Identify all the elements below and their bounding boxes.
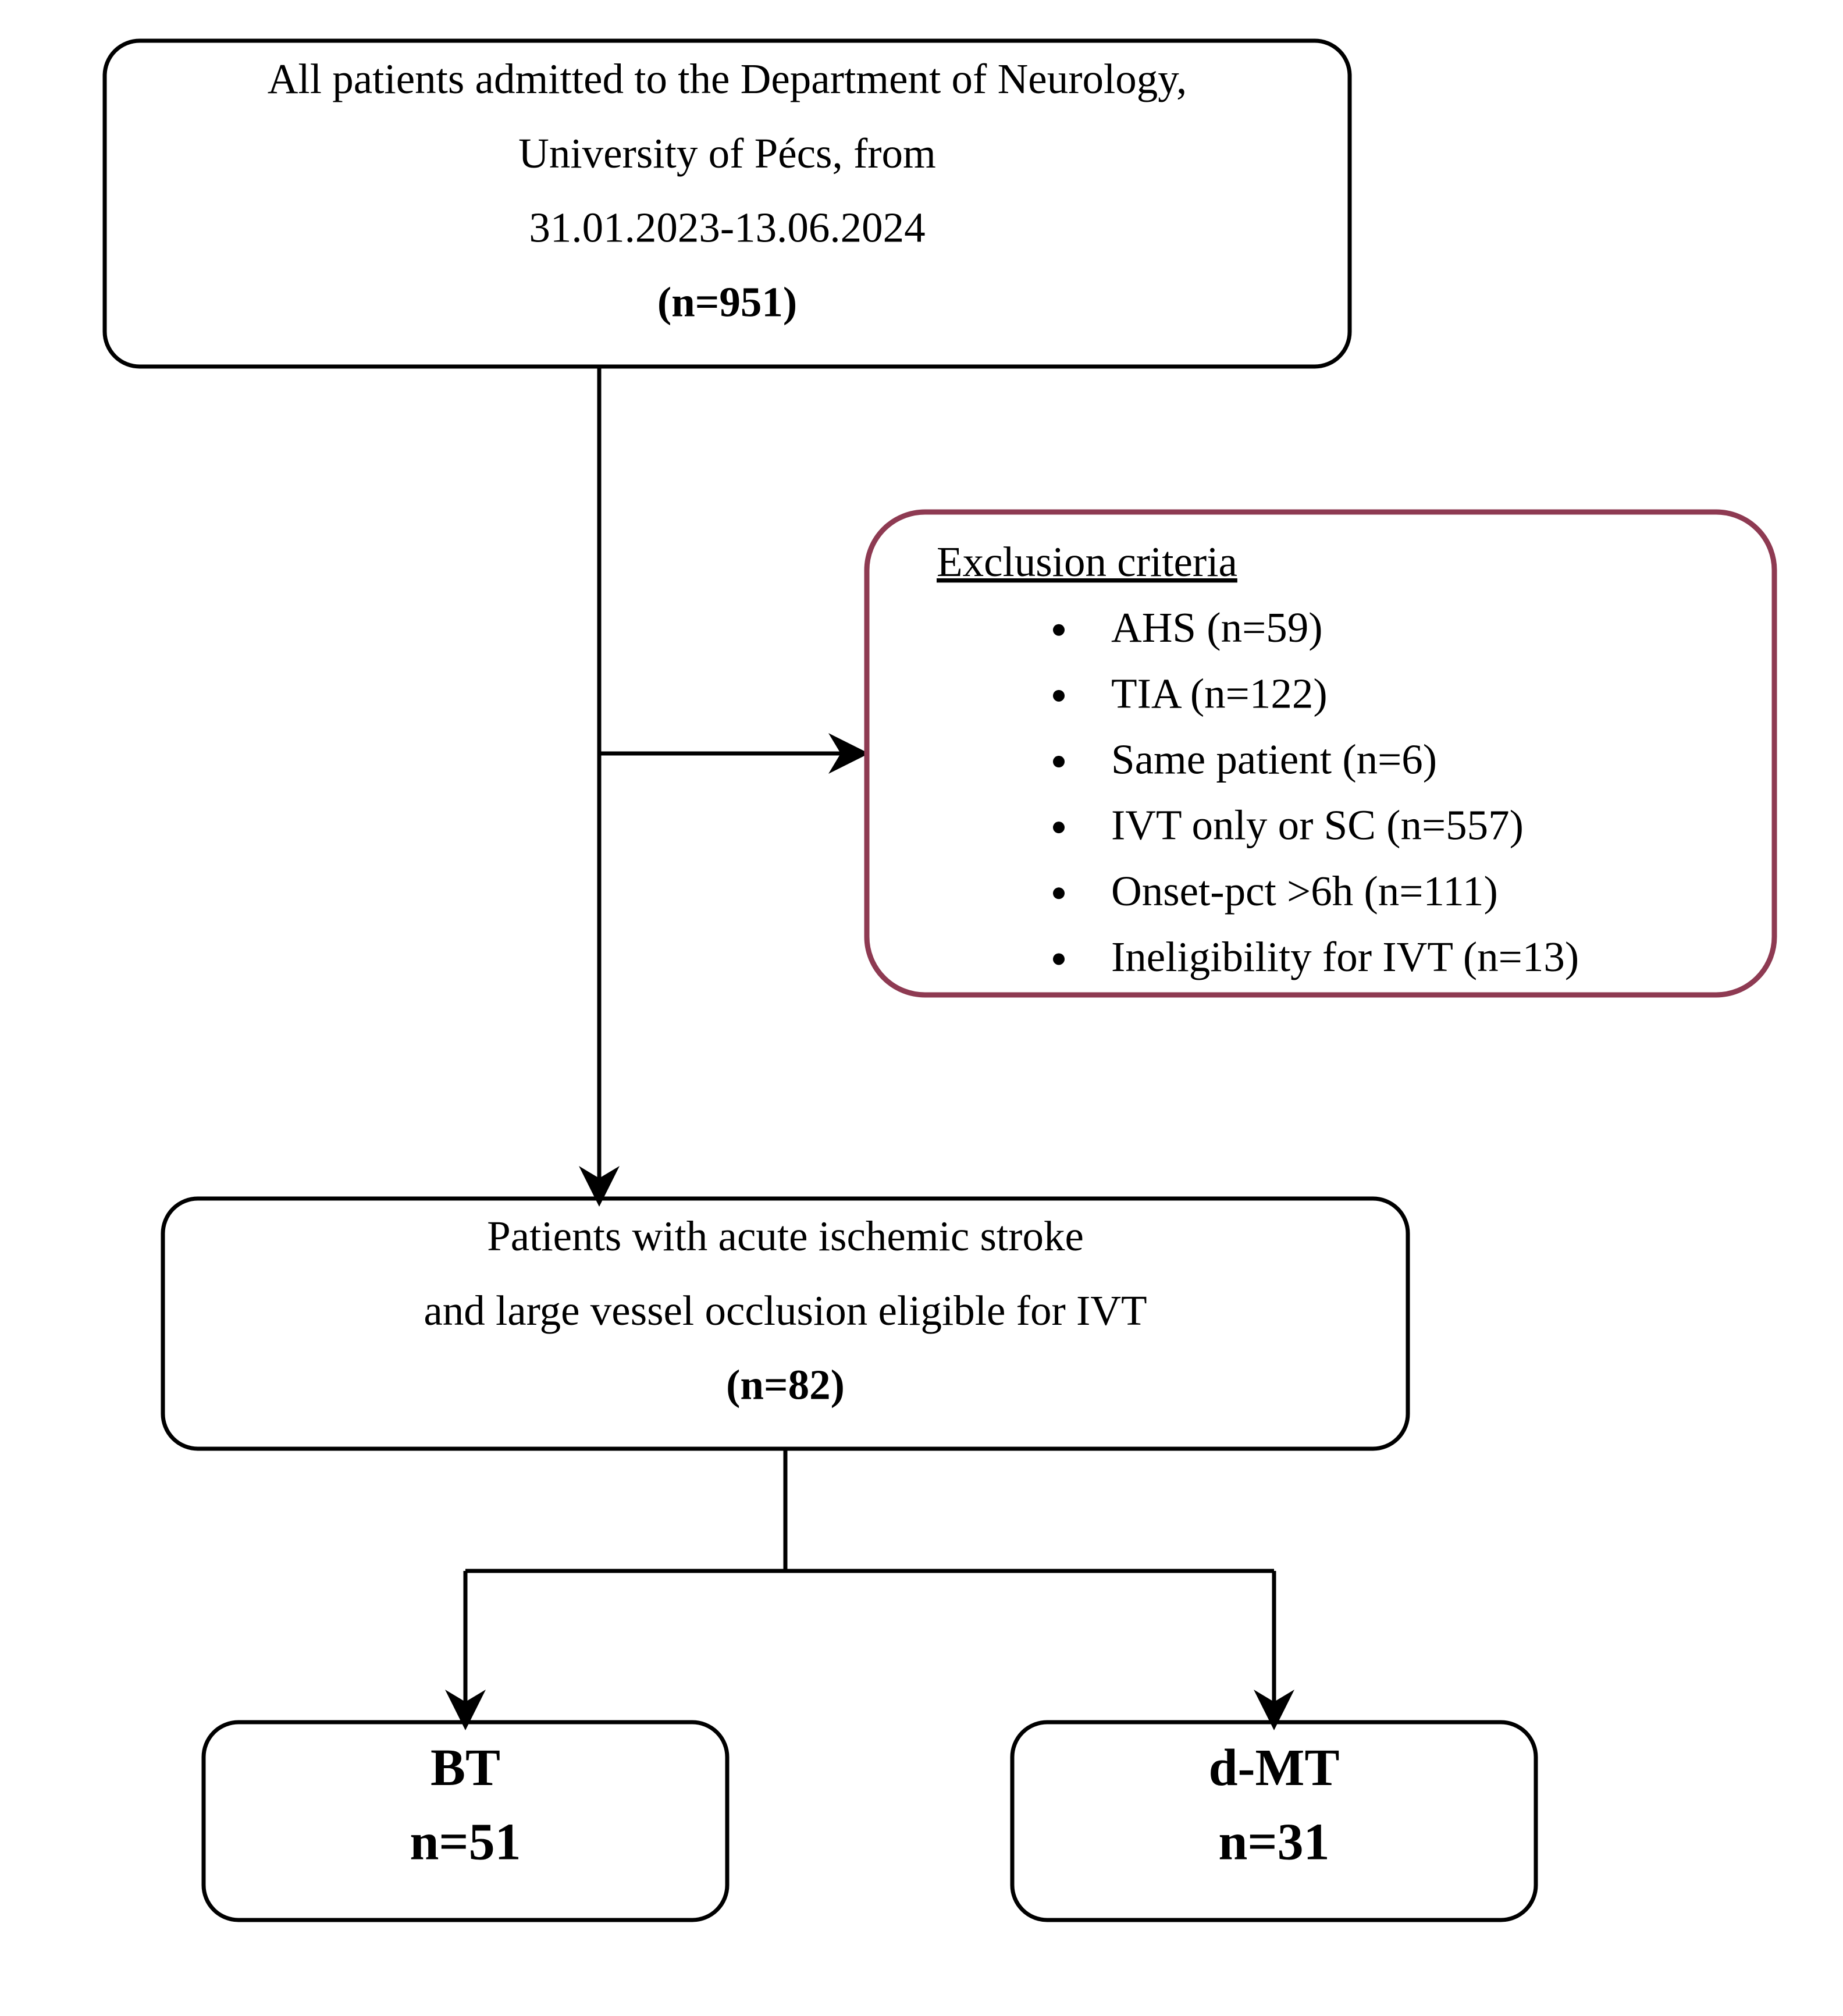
exclusion-bullet-5: Ineligibility for IVT (n=13) [1111, 933, 1579, 980]
node-bt-line-0: BT [430, 1739, 500, 1797]
node-middle-line-1: and large vessel occlusion eligible for … [424, 1287, 1147, 1334]
exclusion-bullet-dot-1 [1053, 690, 1065, 702]
exclusion-bullet-1: TIA (n=122) [1111, 670, 1328, 717]
node-top-line-2: 31.01.2023-13.06.2024 [529, 204, 925, 251]
exclusion-bullet-4: Onset-pct >6h (n=111) [1111, 867, 1498, 915]
node-middle-line-0: Patients with acute ischemic stroke [487, 1213, 1084, 1260]
node-dmt-line-1: n=31 [1218, 1814, 1329, 1871]
node-dmt-line-0: d-MT [1209, 1739, 1340, 1797]
exclusion-bullet-dot-3 [1053, 822, 1065, 833]
node-top-line-0: All patients admitted to the Department … [268, 55, 1187, 102]
exclusion-bullet-0: AHS (n=59) [1111, 604, 1323, 651]
node-middle-line-2: (n=82) [726, 1361, 845, 1409]
exclusion-title: Exclusion criteria [937, 538, 1237, 585]
node-bt-line-1: n=51 [410, 1814, 521, 1871]
exclusion-bullet-2: Same patient (n=6) [1111, 735, 1437, 783]
exclusion-bullet-dot-4 [1053, 887, 1065, 899]
node-top-line-3: (n=951) [657, 278, 797, 325]
node-top-line-1: University of Pécs, from [518, 130, 936, 177]
exclusion-bullet-dot-2 [1053, 756, 1065, 767]
exclusion-bullet-3: IVT only or SC (n=557) [1111, 802, 1524, 849]
exclusion-bullet-dot-5 [1053, 953, 1065, 965]
exclusion-bullet-dot-0 [1053, 624, 1065, 636]
